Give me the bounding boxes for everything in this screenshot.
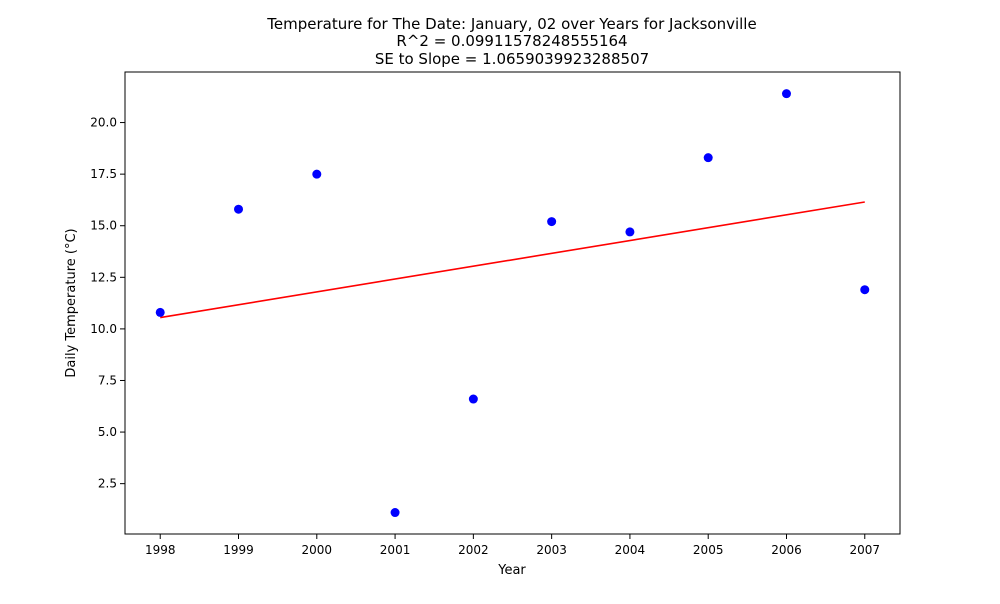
series-layer bbox=[155, 89, 870, 518]
x-tick-label: 2001 bbox=[380, 543, 411, 557]
x-tick-label: 2004 bbox=[615, 543, 646, 557]
data-point bbox=[234, 204, 244, 214]
y-tick-label: 12.5 bbox=[90, 270, 117, 284]
x-axis-label: Year bbox=[497, 563, 526, 578]
chart-title-line-1: Temperature for The Date: January, 02 ov… bbox=[266, 15, 756, 33]
y-tick-label: 15.0 bbox=[90, 219, 117, 233]
data-point bbox=[781, 89, 791, 99]
data-point bbox=[547, 217, 557, 227]
data-point bbox=[703, 153, 713, 163]
y-axis: 2.5 5.0 7.5 10.0 12.5 15.0 17.5 20.0 bbox=[90, 116, 125, 491]
data-point bbox=[312, 169, 322, 179]
x-tick-label: 2003 bbox=[536, 543, 567, 557]
y-axis-label: Daily Temperature (°C) bbox=[64, 228, 79, 377]
chart-title-line-3: SE to Slope = 1.0659039923288507 bbox=[375, 50, 649, 68]
y-tick-label: 7.5 bbox=[98, 373, 117, 387]
x-tick-label: 2007 bbox=[849, 543, 880, 557]
x-tick-label: 2006 bbox=[771, 543, 802, 557]
chart-title-line-2: R^2 = 0.09911578248555164 bbox=[396, 32, 627, 50]
data-point bbox=[390, 508, 400, 518]
data-point bbox=[155, 307, 165, 317]
x-tick-label: 1999 bbox=[223, 543, 254, 557]
data-point bbox=[625, 227, 635, 237]
x-tick-label: 2000 bbox=[302, 543, 333, 557]
data-point bbox=[860, 285, 870, 295]
x-tick-label: 1998 bbox=[145, 543, 176, 557]
y-tick-label: 5.0 bbox=[98, 425, 117, 439]
y-tick-label: 2.5 bbox=[98, 477, 117, 491]
x-tick-label: 2002 bbox=[458, 543, 489, 557]
x-axis: 1998 1999 2000 2001 2002 2003 2004 2005 2006 2007 bbox=[145, 534, 880, 557]
x-tick-label: 2005 bbox=[693, 543, 724, 557]
y-tick-label: 17.5 bbox=[90, 167, 117, 181]
y-tick-label: 10.0 bbox=[90, 322, 117, 336]
plot-area bbox=[124, 71, 901, 535]
y-tick-label: 20.0 bbox=[90, 116, 117, 130]
data-point bbox=[468, 394, 478, 404]
trend-line bbox=[160, 201, 865, 319]
